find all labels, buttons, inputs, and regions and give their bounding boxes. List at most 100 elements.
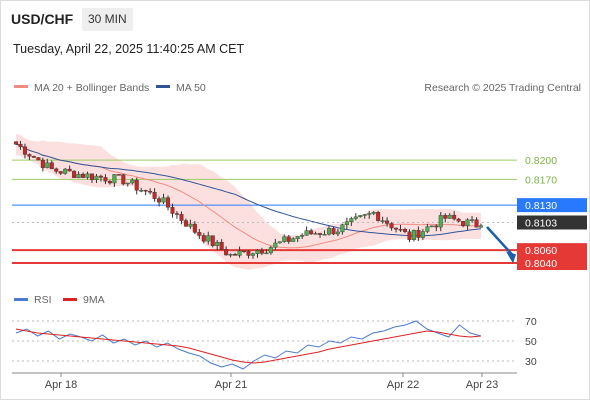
x-tick-label: Apr 23 xyxy=(466,379,498,391)
candle-body xyxy=(201,235,206,242)
candle-body xyxy=(36,157,41,161)
candle-body xyxy=(291,238,296,242)
level-0-8040-badge xyxy=(517,256,587,270)
candle-body xyxy=(371,212,376,214)
candle-body xyxy=(385,220,390,224)
rsi-ma-legend-label: 9MA xyxy=(83,294,105,306)
ma50-legend-label: MA 50 xyxy=(176,82,206,94)
candle-body xyxy=(161,197,166,203)
level-lines xyxy=(12,159,517,264)
candle-body xyxy=(394,227,399,230)
candle-body xyxy=(246,250,251,256)
candle-body xyxy=(224,249,229,256)
candle-body xyxy=(112,174,117,184)
candle-body xyxy=(13,141,18,145)
candle-body xyxy=(125,182,130,185)
candle-body xyxy=(259,250,264,254)
candle-body xyxy=(210,235,215,246)
candle-body xyxy=(465,219,470,226)
candle-body xyxy=(429,225,434,228)
candle-body xyxy=(219,241,224,250)
candle-body xyxy=(402,229,407,232)
candle-body xyxy=(331,228,336,235)
candle-body xyxy=(228,254,233,256)
candle-body xyxy=(183,220,188,227)
x-tick-label: Apr 18 xyxy=(45,379,77,391)
rsi-panel: 70 50 30 xyxy=(12,316,537,370)
candle-body xyxy=(461,221,466,226)
candle-body xyxy=(313,233,318,235)
candle-body xyxy=(389,223,394,229)
x-tick-label: Apr 22 xyxy=(387,379,419,391)
candle-body xyxy=(40,159,45,168)
candle-body xyxy=(22,146,27,155)
candle-body xyxy=(152,192,157,199)
rsi-line xyxy=(15,320,482,370)
candle-body xyxy=(411,229,416,240)
candle-body xyxy=(479,225,484,228)
candle-body xyxy=(443,215,448,219)
candle-body xyxy=(242,250,247,253)
candle-body xyxy=(116,174,121,176)
level-0-8103-badge xyxy=(517,215,587,230)
candle-body xyxy=(31,156,36,158)
level-0-8130-badge xyxy=(517,198,587,213)
candle-body xyxy=(425,226,430,232)
ma20-legend-label: MA 20 + Bollinger Bands xyxy=(34,82,149,94)
candle-body xyxy=(54,168,59,172)
candle-body xyxy=(268,247,273,254)
level-0-8060-badge xyxy=(517,243,587,258)
candle-body xyxy=(157,198,162,203)
candle-body xyxy=(434,225,439,228)
candle-body xyxy=(121,174,126,185)
rsi-tick-30: 30 xyxy=(525,356,537,368)
candle-body xyxy=(309,230,314,235)
candle-body xyxy=(206,235,211,242)
candle-body xyxy=(474,219,479,228)
candle-body xyxy=(63,168,68,174)
candle-body xyxy=(304,230,309,236)
ma50-legend-swatch xyxy=(156,85,170,88)
candle-body xyxy=(376,212,381,222)
candle-body xyxy=(470,219,475,221)
x-axis: Apr 18 Apr 21 Apr 22 Apr 23 xyxy=(12,372,517,391)
datetime-label: Tuesday, April 22, 2025 11:40:25 AM CET xyxy=(13,42,245,56)
copyright-label: Research © 2025 Trading Central xyxy=(424,82,581,94)
candle-body xyxy=(362,214,367,216)
bollinger-band-fill xyxy=(16,133,481,270)
candle-body xyxy=(170,207,175,214)
candlesticks xyxy=(13,140,484,259)
candle-body xyxy=(18,143,23,147)
candle-body xyxy=(277,241,282,244)
candle-body xyxy=(67,168,72,172)
candle-body xyxy=(407,231,412,240)
level-0-8130-label: 0.8130 xyxy=(525,200,557,212)
x-tick-label: Apr 21 xyxy=(215,379,247,391)
candle-body xyxy=(130,179,135,184)
candle-body xyxy=(264,252,269,255)
candle-body xyxy=(188,223,193,227)
forecast-arrow xyxy=(486,226,516,264)
candle-body xyxy=(273,242,278,248)
candle-body xyxy=(416,229,421,238)
interval-button[interactable]: 30 MIN xyxy=(82,8,133,31)
level-0-8170-label: 0.8170 xyxy=(525,174,557,186)
candle-body xyxy=(326,228,331,235)
rsi-tick-70: 70 xyxy=(525,316,537,328)
candle-body xyxy=(76,173,81,178)
candle-body xyxy=(81,173,86,178)
candle-body xyxy=(72,170,77,178)
forecast-arrow-shaft xyxy=(486,226,513,256)
ma50-line xyxy=(15,143,482,237)
candle-body xyxy=(452,214,457,220)
level-0-8060-label: 0.8060 xyxy=(525,245,557,257)
candle-body xyxy=(295,236,300,239)
candle-body xyxy=(148,191,153,193)
candle-body xyxy=(139,190,144,192)
rsi-legend-label: RSI xyxy=(34,294,52,306)
candle-body xyxy=(447,214,452,219)
candle-body xyxy=(398,229,403,231)
